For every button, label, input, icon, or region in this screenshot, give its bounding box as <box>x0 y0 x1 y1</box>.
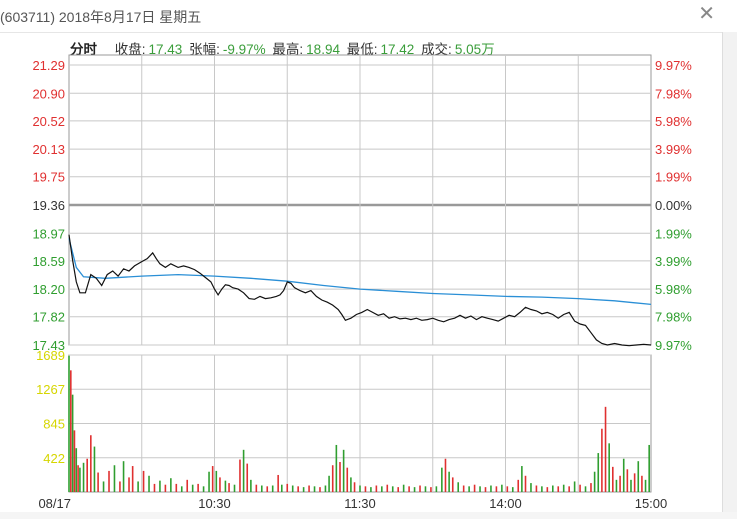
volume-value: 5.05万 <box>454 42 495 57</box>
pct-tick-label: 9.97% <box>655 338 692 353</box>
pct-tick-label: 7.98% <box>655 86 692 101</box>
x-tick-label: 08/17 <box>38 496 71 511</box>
x-tick-label: 14:00 <box>489 496 522 511</box>
volume-label: 成交: <box>421 42 452 57</box>
title-bar: (603711) 2018年8月17日 星期五 ✕ <box>0 0 737 33</box>
price-line <box>68 234 652 347</box>
pct-tick-label: 7.98% <box>655 310 692 325</box>
scrollbar[interactable] <box>722 32 737 519</box>
volume-tick-label: 422 <box>43 451 65 466</box>
pct-tick-label: 1.99% <box>655 170 692 185</box>
pct-tick-label: 3.99% <box>655 254 692 269</box>
volume-tick-label: 1267 <box>36 382 65 397</box>
price-tick-label: 20.52 <box>32 114 65 129</box>
price-tick-label: 17.43 <box>32 338 65 353</box>
volume-tick-label: 845 <box>43 416 65 431</box>
stats-bar: 分时 收盘: 17.43 张幅: -9.97% 最高: 18.94 最低: 17.42 … <box>70 38 498 58</box>
change-value: -9.97% <box>222 42 266 57</box>
pct-tick-label: 5.98% <box>655 282 692 297</box>
low-label: 最低: <box>346 42 378 57</box>
price-tick-label: 18.20 <box>32 282 65 297</box>
price-tick-label: 20.90 <box>32 86 65 101</box>
change-label: 张幅: <box>189 42 220 57</box>
bottom-strip <box>0 512 737 519</box>
close-icon[interactable]: ✕ <box>698 3 715 25</box>
mode-label[interactable]: 分时 <box>70 42 97 57</box>
x-tick-label: 15:00 <box>635 496 668 511</box>
x-tick-label: 11:30 <box>344 496 376 511</box>
price-tick-label: 19.36 <box>32 198 65 213</box>
volume-tick-label: 1689 <box>36 348 65 363</box>
pct-tick-label: 5.98% <box>655 114 692 129</box>
price-tick-label: 19.75 <box>32 170 65 185</box>
price-tick-label: 18.97 <box>32 226 65 241</box>
close-value: 17.43 <box>148 42 183 57</box>
pct-tick-label: 0.00% <box>655 198 692 213</box>
low-value: 17.42 <box>380 42 415 57</box>
pct-tick-label: 9.97% <box>655 58 692 73</box>
pct-tick-label: 3.99% <box>655 142 692 157</box>
price-tick-label: 20.13 <box>32 142 65 157</box>
close-label: 收盘: <box>114 42 146 57</box>
window-title: (603711) 2018年8月17日 星期五 <box>0 9 202 25</box>
high-label: 最高: <box>272 42 304 57</box>
x-tick-label: 10:30 <box>198 496 231 511</box>
pct-tick-label: 1.99% <box>655 226 692 241</box>
high-value: 18.94 <box>306 42 340 57</box>
price-tick-label: 18.59 <box>32 254 65 269</box>
price-tick-label: 21.29 <box>32 58 65 73</box>
price-tick-label: 17.82 <box>32 310 65 325</box>
